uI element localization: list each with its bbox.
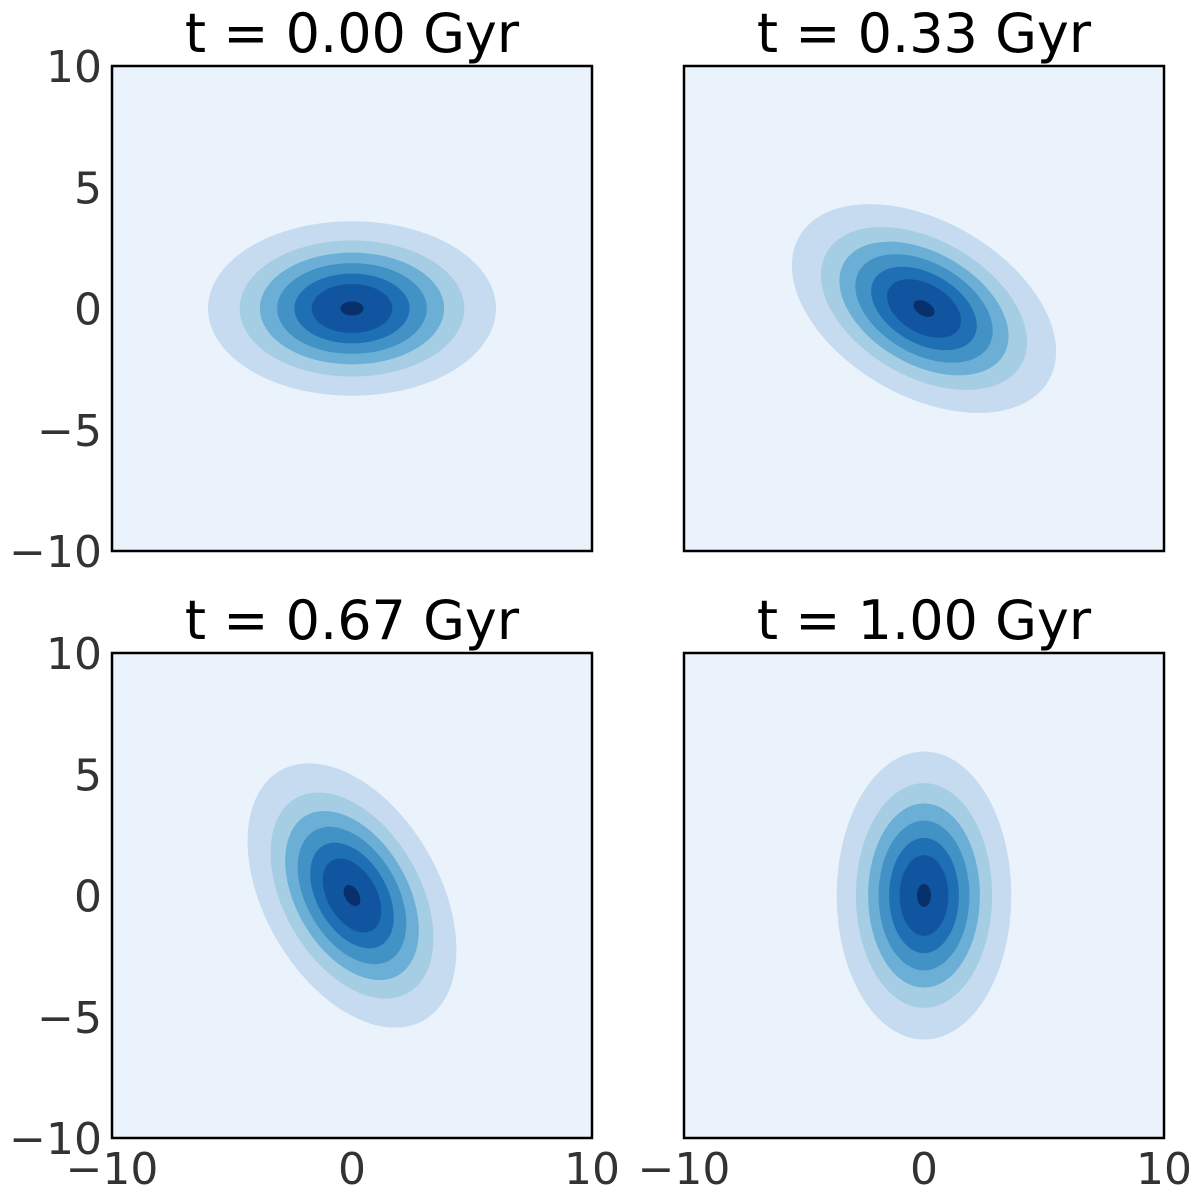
contour-levels bbox=[247, 763, 457, 1028]
y-tick-label: −10 bbox=[9, 527, 102, 578]
panel-title: t = 0.67 Gyr bbox=[185, 589, 520, 652]
panel-title: t = 0.00 Gyr bbox=[185, 2, 520, 65]
contour-level-7 bbox=[917, 883, 931, 908]
y-tick-label: 5 bbox=[74, 163, 102, 214]
contour-level-7 bbox=[343, 884, 361, 907]
axes-frame bbox=[110, 651, 594, 1140]
contour-levels bbox=[836, 751, 1012, 1040]
panel-4: t = 1.00 Gyr −10 0 10 bbox=[638, 589, 1192, 1195]
x-tick-label: 0 bbox=[910, 1144, 938, 1195]
panel-title: t = 0.33 Gyr bbox=[757, 2, 1092, 65]
x-tick-label: 0 bbox=[338, 1144, 366, 1195]
x-tick-label: 10 bbox=[564, 1144, 620, 1195]
y-tick-label: 10 bbox=[46, 629, 102, 680]
panel-title: t = 1.00 Gyr bbox=[757, 589, 1092, 652]
axes-frame bbox=[682, 651, 1166, 1140]
axes-frame bbox=[682, 64, 1166, 553]
y-tick-label: −5 bbox=[37, 406, 102, 457]
contour-levels bbox=[208, 221, 496, 396]
y-tick-label: 0 bbox=[74, 872, 102, 923]
contour-level-7 bbox=[340, 301, 364, 316]
panel-2: t = 0.33 Gyr bbox=[682, 2, 1166, 553]
y-tick-label: 0 bbox=[74, 285, 102, 336]
contour-levels bbox=[791, 204, 1057, 413]
x-tick-label: −10 bbox=[66, 1144, 159, 1195]
x-tick-label: −10 bbox=[638, 1144, 731, 1195]
y-tick-label: −10 bbox=[9, 1114, 102, 1165]
panel-1: t = 0.00 Gyr −10 −5 0 5 10 bbox=[9, 2, 594, 578]
panel-3: t = 0.67 Gyr −10 −5 0 5 10 −10 0 10 bbox=[9, 589, 620, 1195]
axes-frame bbox=[110, 64, 594, 553]
x-tick-label: 10 bbox=[1136, 1144, 1192, 1195]
y-tick-label: 5 bbox=[74, 750, 102, 801]
contour-level-7 bbox=[913, 300, 935, 317]
y-tick-label: 10 bbox=[46, 42, 102, 93]
y-tick-label: −5 bbox=[37, 993, 102, 1044]
